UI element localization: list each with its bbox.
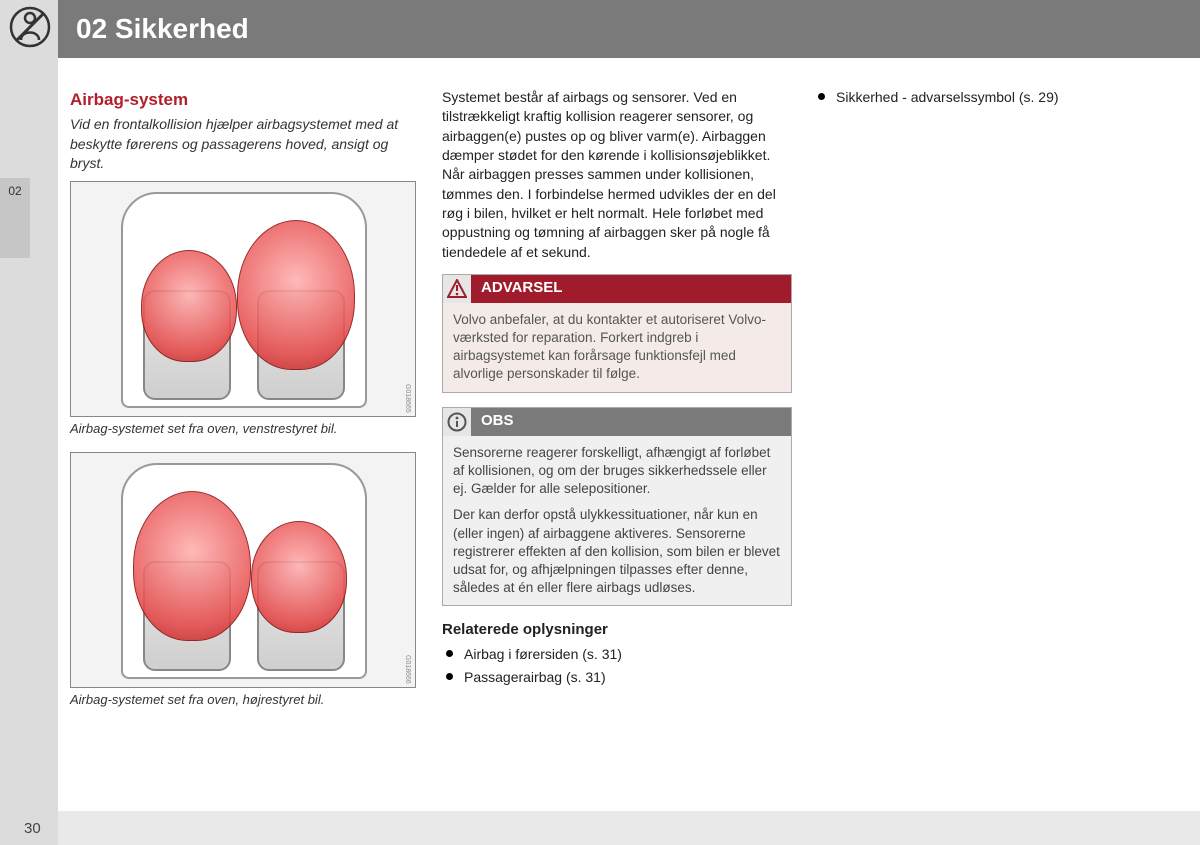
note-paragraph-1: Sensorerne reagerer forskelligt, afhængi… [453,444,781,499]
page-number: 30 [24,820,41,837]
column-3: Sikkerhed - advarselssymbol (s. 29) [814,88,1174,723]
note-header: OBS [443,408,791,436]
figure-airbag-rhd: G018666 [70,452,416,688]
column-1: Airbag-system Vid en frontalkollision hj… [70,88,420,723]
warning-body: Volvo anbefaler, at du kontakter et auto… [443,303,791,392]
related-heading: Relaterede oplysninger [442,620,792,641]
left-rail [0,0,58,845]
column-2: Systemet består af airbags og sensorer. … [442,88,792,723]
warning-title: ADVARSEL [481,278,562,299]
body-paragraph: Systemet består af airbags og sensorer. … [442,88,792,262]
section-intro: Vid en frontalkollision hjælper airbagsy… [70,115,420,173]
note-paragraph-2: Der kan derfor opstå ulykkessituationer,… [453,506,781,597]
note-title: OBS [481,411,514,432]
chapter-header: 02 Sikkerhed [58,0,1200,58]
side-tab-label: 02 [8,184,21,198]
warning-box: ADVARSEL Volvo anbefaler, at du kontakte… [442,274,792,393]
warning-header: ADVARSEL [443,275,791,303]
note-body: Sensorerne reagerer forskelligt, afhængi… [443,436,791,606]
related-item: Airbag i førersiden (s. 31) [442,645,792,664]
page-content: Airbag-system Vid en frontalkollision hj… [70,88,1188,723]
figure-caption-2: Airbag-systemet set fra oven, højrestyre… [70,691,420,709]
chapter-title: 02 Sikkerhed [76,13,249,45]
note-box: OBS Sensorerne reagerer forskelligt, afh… [442,407,792,607]
section-title: Airbag-system [70,88,420,111]
no-seatbelt-icon [9,6,51,48]
info-icon [443,408,471,436]
related-list: Airbag i førersiden (s. 31) Passagerairb… [442,645,792,688]
related-item: Sikkerhed - advarselssymbol (s. 29) [814,88,1174,107]
figure-caption-1: Airbag-systemet set fra oven, venstresty… [70,420,420,438]
image-reference: G018665 [402,384,412,413]
related-list-continued: Sikkerhed - advarselssymbol (s. 29) [814,88,1174,107]
image-reference: G018666 [402,655,412,684]
figure-airbag-lhd: G018665 [70,181,416,417]
warning-icon [443,275,471,303]
chapter-side-tab: 02 [0,178,30,258]
related-item: Passagerairbag (s. 31) [442,668,792,687]
footer-stripe [58,811,1200,845]
